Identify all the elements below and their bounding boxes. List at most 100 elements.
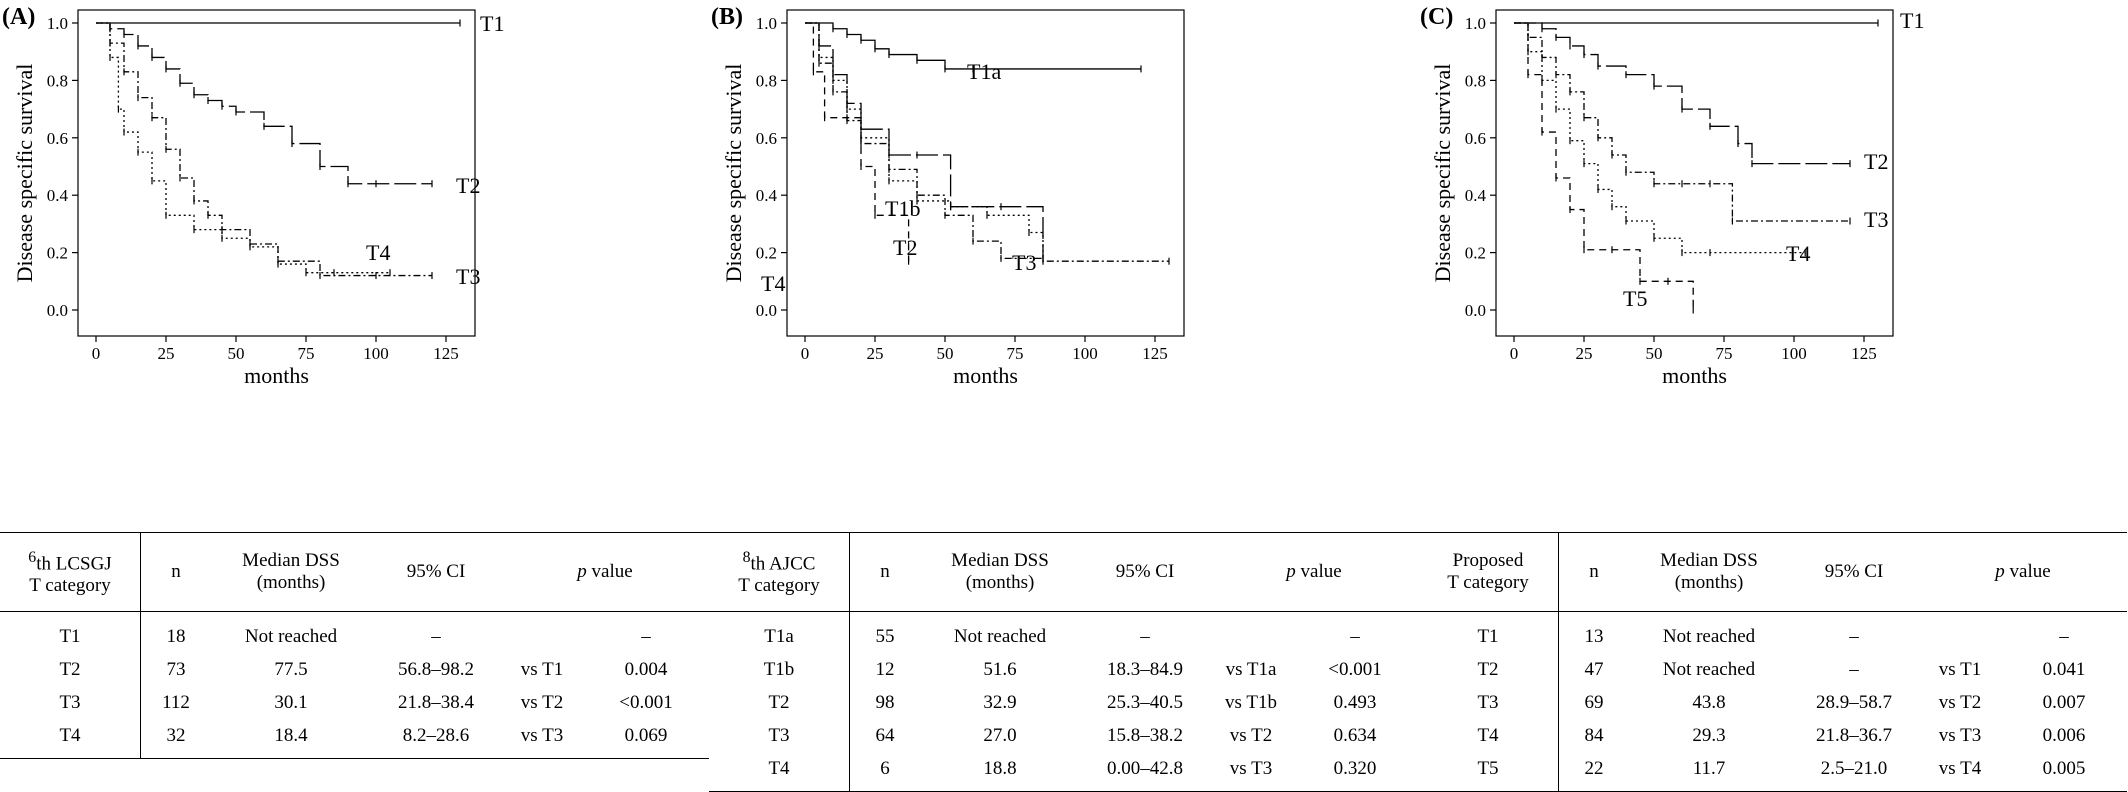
series-line-t3 — [805, 22, 1169, 262]
cell-median: Not reached — [1662, 625, 1756, 647]
table-row: T3 69 43.8 28.9–58.7 vs T2 0.007 — [1418, 686, 2127, 719]
panel-label: (B) — [711, 4, 743, 30]
table-row: T1 13 Not reached – – — [1418, 611, 2127, 653]
cell-p: 0.320 — [1292, 752, 1418, 792]
cell-vs: vs T2 — [1229, 724, 1273, 746]
series-label-t1: T1 — [1900, 8, 1924, 33]
table-row: T4 84 29.3 21.8–36.7 vs T3 0.006 — [1418, 719, 2127, 752]
cell-category: T2 — [1418, 653, 1559, 686]
cell-category: T5 — [1418, 752, 1559, 792]
cell-ci: 18.3–84.9 — [1107, 658, 1183, 680]
y-tick-label: 0.8 — [47, 71, 68, 90]
panel-c: (C) 0.0 0.2 0.4 0.6 0.8 1.0 0 25 50 75 100 125 months… — [1418, 0, 2127, 792]
header-category: 8th AJCC T category — [709, 532, 850, 612]
cell-p: 0.004 — [624, 658, 668, 680]
series-line-t3 — [1514, 22, 1850, 222]
y-tick-label: 0.4 — [756, 186, 778, 205]
cell-n: 6 — [849, 752, 920, 792]
km-plot-b: (B) 0.0 0.2 0.4 0.6 0.8 1.0 0 25 50 75 100 125 months… — [711, 4, 1185, 388]
cell-median: Not reached — [244, 625, 338, 647]
cell-p: 0.634 — [1333, 724, 1377, 746]
x-tick-label: 100 — [1781, 344, 1807, 363]
x-axis-label: months — [953, 363, 1018, 388]
series-line-t4 — [1514, 22, 1806, 254]
y-tick-label: 0.8 — [1465, 71, 1486, 90]
header-category: Proposed T category — [1418, 532, 1559, 612]
plot-frame — [786, 9, 1185, 337]
series-label-t1b: T1b — [885, 196, 920, 221]
cell-p: – — [641, 625, 651, 647]
cell-median: 51.6 — [983, 658, 1017, 680]
cell-vs: vs T1 — [1938, 658, 1982, 680]
series-label-t2: T2 — [1864, 149, 1888, 174]
table-row: T4 32 18.4 8.2–28.6 vs T3 0.069 — [0, 719, 709, 759]
series-label-t3: T3 — [1864, 207, 1888, 232]
cell-n: 13 — [1584, 625, 1604, 647]
cell-n: 32 — [140, 719, 211, 759]
table-header: 8th AJCC T category n Median DSS (months) … — [709, 532, 1418, 612]
y-tick-label: 1.0 — [1465, 14, 1486, 33]
table-header: Proposed T category n Median DSS (months) … — [1418, 532, 2127, 612]
y-tick-label: 0.0 — [756, 301, 777, 320]
x-tick-label: 125 — [433, 344, 459, 363]
y-tick-label: 0.0 — [1465, 301, 1486, 320]
series-label-t3: T3 — [1012, 250, 1036, 275]
y-tick-label: 0.2 — [47, 244, 68, 263]
header-ci: 95% CI — [1789, 532, 1919, 612]
series-label-t5: T5 — [1623, 286, 1647, 311]
panel-label: (A) — [2, 4, 35, 30]
y-tick-label: 0.2 — [756, 244, 777, 263]
cell-n: 18 — [166, 625, 186, 647]
header-p: p value — [1919, 532, 2127, 612]
cell-ci: 56.8–98.2 — [398, 658, 474, 680]
series-label-t3: T3 — [456, 264, 480, 289]
x-tick-label: 25 — [867, 344, 884, 363]
cell-n: 84 — [1584, 724, 1604, 746]
series-line-t2 — [805, 22, 1044, 259]
cell-category: T1b — [709, 653, 850, 686]
cell-n: 12 — [875, 658, 895, 680]
series-line-t2 — [1514, 22, 1850, 165]
x-tick-label: 125 — [1142, 344, 1168, 363]
cell-p: 0.493 — [1333, 691, 1377, 713]
y-tick-label: 0.4 — [1465, 186, 1487, 205]
table-row: T1b 12 51.6 18.3–84.9 vs T1a <0.001 — [709, 653, 1418, 686]
table-b: 8th AJCC T category n Median DSS (months) … — [709, 532, 1418, 792]
cell-category: T4 — [709, 752, 850, 792]
series-line-t4 — [96, 22, 390, 274]
cell-n: 73 — [166, 658, 186, 680]
cell-median: Not reached — [953, 625, 1047, 647]
series-label-t4: T4 — [366, 240, 390, 265]
y-tick-label: 0.4 — [47, 186, 69, 205]
series-line-t5 — [1514, 22, 1694, 310]
cell-ci: 21.8–38.4 — [398, 691, 474, 713]
series-label-t2: T2 — [456, 173, 480, 198]
header-ci: 95% CI — [1080, 532, 1210, 612]
series-label-t1: T1 — [480, 11, 504, 36]
cell-median: Not reached — [1662, 658, 1756, 680]
cell-vs — [501, 612, 583, 654]
cell-p: – — [2059, 625, 2069, 647]
y-tick-label: 1.0 — [47, 14, 68, 33]
cell-n: 22 — [1558, 752, 1629, 792]
cell-vs: vs T2 — [1938, 691, 1982, 713]
km-plot-a: (A) 0.0 0.2 0.4 0.6 0.8 1.0 0 25 50 75 100 125 months… — [2, 4, 504, 388]
y-tick-label: 1.0 — [756, 14, 777, 33]
x-tick-label: 25 — [158, 344, 175, 363]
cell-category: T3 — [0, 686, 141, 719]
series-line-t1b — [805, 22, 1044, 259]
cell-ci: – — [1849, 658, 1859, 680]
header-n: n — [140, 532, 211, 612]
cell-p: 0.041 — [2042, 658, 2086, 680]
cell-vs: vs T1b — [1225, 691, 1277, 713]
y-tick-label: 0.6 — [756, 129, 777, 148]
y-axis-label: Disease specific survival — [721, 64, 746, 283]
cell-n: 47 — [1584, 658, 1604, 680]
x-tick-label: 25 — [1576, 344, 1593, 363]
x-tick-label: 0 — [801, 344, 810, 363]
cell-ci: – — [1849, 625, 1859, 647]
cell-ci: 2.5–21.0 — [1789, 752, 1919, 792]
cell-category: T4 — [1418, 719, 1559, 752]
table-c: Proposed T category n Median DSS (months) … — [1418, 532, 2127, 792]
cell-category: T1 — [1418, 611, 1559, 653]
